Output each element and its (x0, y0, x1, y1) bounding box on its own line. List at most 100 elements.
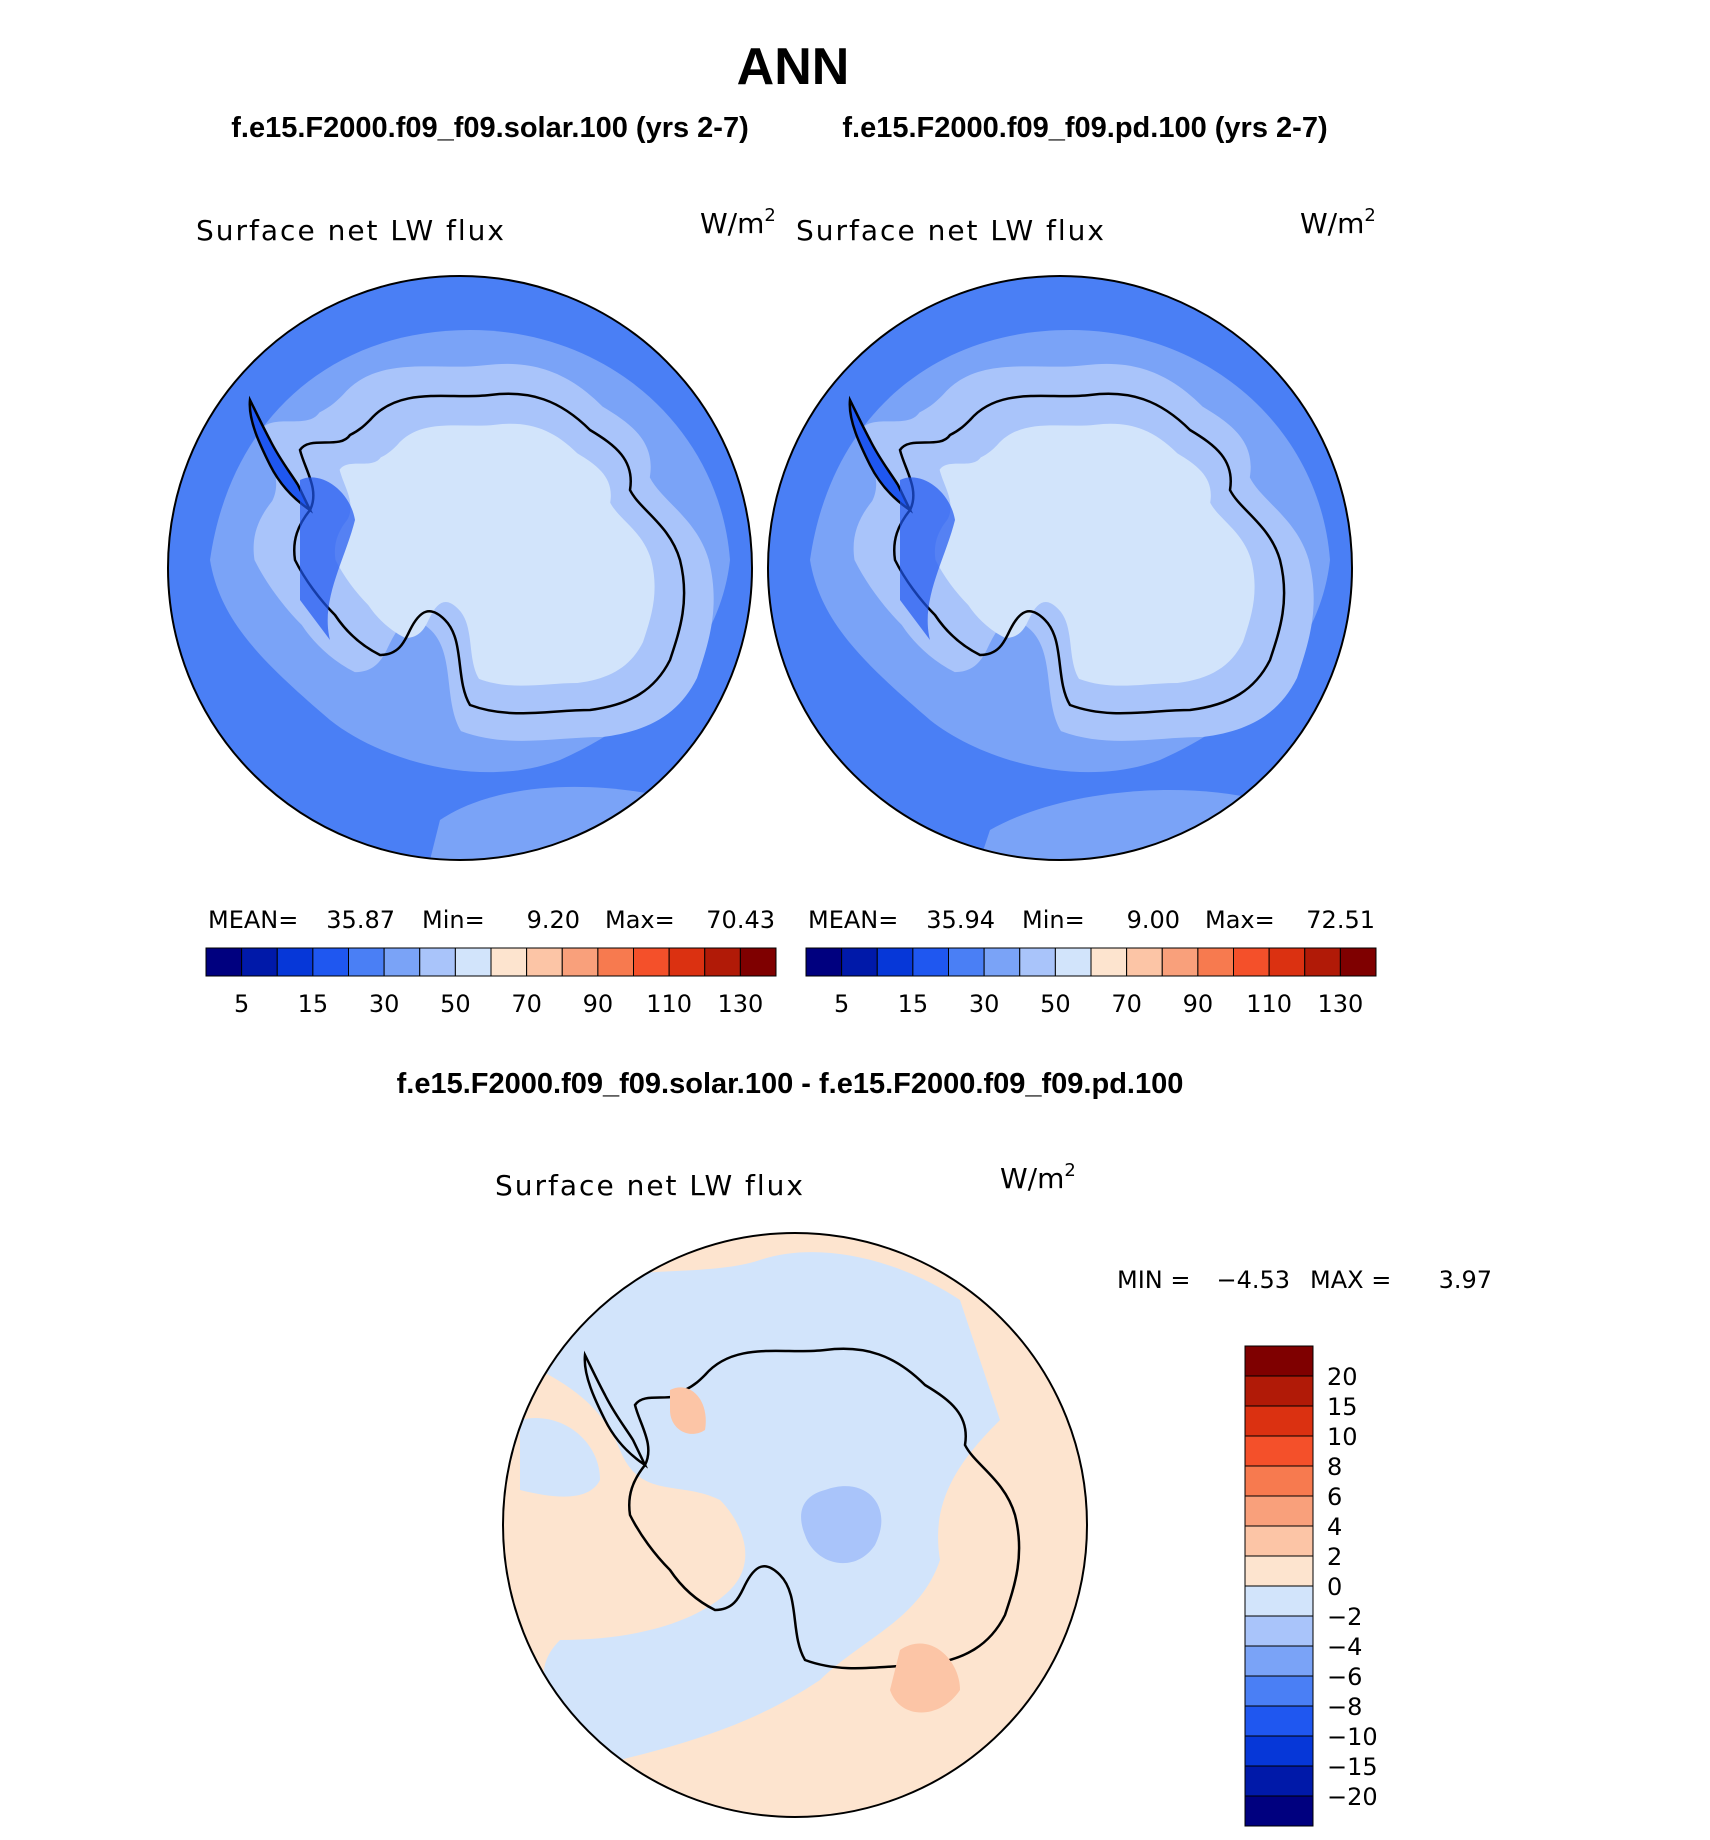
svg-text:70.43: 70.43 (706, 906, 775, 934)
colorbar-tick-label: 20 (1327, 1363, 1358, 1391)
panel-pd-variable: Surface net LW flux (796, 214, 1106, 247)
colorbar-swatch (419, 947, 456, 977)
colorbar-swatch (1244, 1675, 1314, 1707)
colorbar-swatch (1244, 1705, 1314, 1737)
panel-solar-units: W/m2 (700, 205, 776, 240)
svg-text:9.00: 9.00 (1127, 906, 1180, 934)
cool-region (520, 1252, 1000, 1760)
colorbar-swatch (1090, 947, 1128, 977)
colorbar-tick-label: 5 (834, 990, 849, 1018)
colorbar-tick-label: 130 (1317, 990, 1363, 1018)
colorbar-tick-label: −15 (1327, 1753, 1378, 1781)
colorbar-swatch (912, 947, 949, 977)
colorbar-tick-label: 130 (717, 990, 763, 1018)
colorbar-tick-label: −6 (1327, 1663, 1362, 1691)
colorbar-tick-label: 50 (440, 990, 471, 1018)
colorbar-tick-label: 30 (369, 990, 400, 1018)
colorbar-swatch (668, 947, 706, 977)
stats-solar: MEAN= 35.87 Min= 9.20 Max= 70.43 (208, 906, 775, 934)
colorbar-tick-label: 15 (1327, 1393, 1358, 1421)
colorbar-swatch (841, 947, 878, 977)
colorbar-swatch (1244, 1585, 1314, 1617)
colorbar-tick-label: 8 (1327, 1453, 1342, 1481)
svg-text:72.51: 72.51 (1306, 906, 1375, 934)
svg-text:MEAN=: MEAN= (208, 906, 298, 934)
panel-pd: Surface net LW flux W/m2 MEAN= 35.94 Min… (767, 205, 1377, 1018)
subtitle-left: f.e15.F2000.f09_f09.solar.100 (yrs 2-7) (231, 112, 749, 144)
map-solar (168, 276, 752, 860)
panel-pd-units: W/m2 (1300, 205, 1376, 240)
panel-diff-units: W/m2 (1000, 1160, 1076, 1195)
colorbar-swatch (276, 947, 314, 977)
colorbar-solar: 5 15 30 50 70 90 110 130 (205, 947, 777, 1018)
colorbar-swatch (1197, 947, 1234, 977)
svg-text:Max=: Max= (605, 906, 675, 934)
colorbar-swatch (241, 947, 278, 977)
colorbar-swatch (1244, 1555, 1314, 1587)
colorbar-swatch (205, 947, 243, 977)
colorbar-swatch (526, 947, 563, 977)
diff-stats: MIN = −4.53 MAX = 3.97 (1117, 1266, 1492, 1294)
colorbar-swatch (1244, 1495, 1314, 1527)
colorbar-tick-label: 50 (1040, 990, 1071, 1018)
svg-text:Max=: Max= (1205, 906, 1275, 934)
colorbar-swatch (490, 947, 528, 977)
colorbar-swatch (1244, 1735, 1314, 1767)
colorbar-tick-label: 0 (1327, 1573, 1342, 1601)
colorbar-tick-label: 30 (969, 990, 1000, 1018)
svg-text:Min=: Min= (422, 906, 485, 934)
colorbar-swatch (1304, 947, 1341, 977)
colorbar-tick-label: 90 (583, 990, 614, 1018)
colorbar-tick-label: 70 (511, 990, 542, 1018)
colorbar-swatch (1019, 947, 1056, 977)
svg-text:3.97: 3.97 (1439, 1266, 1492, 1294)
colorbar-swatch (1244, 1465, 1314, 1497)
stats-pd: MEAN= 35.94 Min= 9.00 Max= 72.51 (808, 906, 1375, 934)
deep-blue-patch (900, 477, 955, 640)
colorbar-swatch (1244, 1615, 1314, 1647)
colorbar-swatch (1244, 1525, 1314, 1557)
panel-diff: Surface net LW flux W/m2 MIN = −4.53 MAX… (495, 1160, 1492, 1827)
map-diff-boundary (502, 1232, 1088, 1818)
panel-diff-variable: Surface net LW flux (495, 1169, 805, 1202)
map-solar-boundary (167, 275, 753, 861)
colorbar-tick-label: 4 (1327, 1513, 1342, 1541)
colorbar-swatch (805, 947, 843, 977)
colorbar-swatch (1268, 947, 1306, 977)
colorbar-tick-label: 5 (234, 990, 249, 1018)
colorbar-swatch (1339, 947, 1377, 977)
colorbar-tick-label: −10 (1327, 1723, 1378, 1751)
warm-patch (890, 1643, 960, 1713)
colorbar-swatch (983, 947, 1021, 977)
colorbar-swatch (948, 947, 985, 977)
colorbar-swatch (1161, 947, 1199, 977)
colorbar-tick-label: 70 (1111, 990, 1142, 1018)
colorbar-tick-label: −2 (1327, 1603, 1362, 1631)
colorbar-swatch (1244, 1405, 1314, 1437)
colorbar-swatch (561, 947, 599, 977)
deep-blue-patch (300, 477, 355, 640)
panel-solar-variable: Surface net LW flux (196, 214, 506, 247)
map-pd (768, 276, 1352, 860)
colorbar-tick-label: −20 (1327, 1783, 1378, 1811)
map-diff (503, 1233, 1087, 1817)
colorbar-swatch (1244, 1375, 1314, 1407)
colorbar-tick-label: −8 (1327, 1693, 1362, 1721)
colorbar-tick-label: 10 (1327, 1423, 1358, 1451)
colorbar-swatch (739, 947, 777, 977)
cool-region-2 (520, 1418, 600, 1497)
colorbar-tick-label: 2 (1327, 1543, 1342, 1571)
colorbar-tick-label: 15 (298, 990, 329, 1018)
colorbar-swatch (1233, 947, 1270, 977)
colorbar-swatch (1244, 1765, 1314, 1797)
svg-text:9.20: 9.20 (527, 906, 580, 934)
colorbar-tick-label: 15 (898, 990, 929, 1018)
subtitle-right: f.e15.F2000.f09_f09.pd.100 (yrs 2-7) (842, 112, 1327, 144)
diff-title: f.e15.F2000.f09_f09.solar.100 - f.e15.F2… (397, 1068, 1184, 1100)
svg-text:35.87: 35.87 (326, 906, 395, 934)
colorbar-tick-label: 90 (1183, 990, 1214, 1018)
svg-text:MEAN=: MEAN= (808, 906, 898, 934)
colorbar-swatch (1244, 1345, 1314, 1377)
colorbar-pd: 5 15 30 50 70 90 110 130 (805, 947, 1377, 1018)
colorbar-swatch (1126, 947, 1163, 977)
